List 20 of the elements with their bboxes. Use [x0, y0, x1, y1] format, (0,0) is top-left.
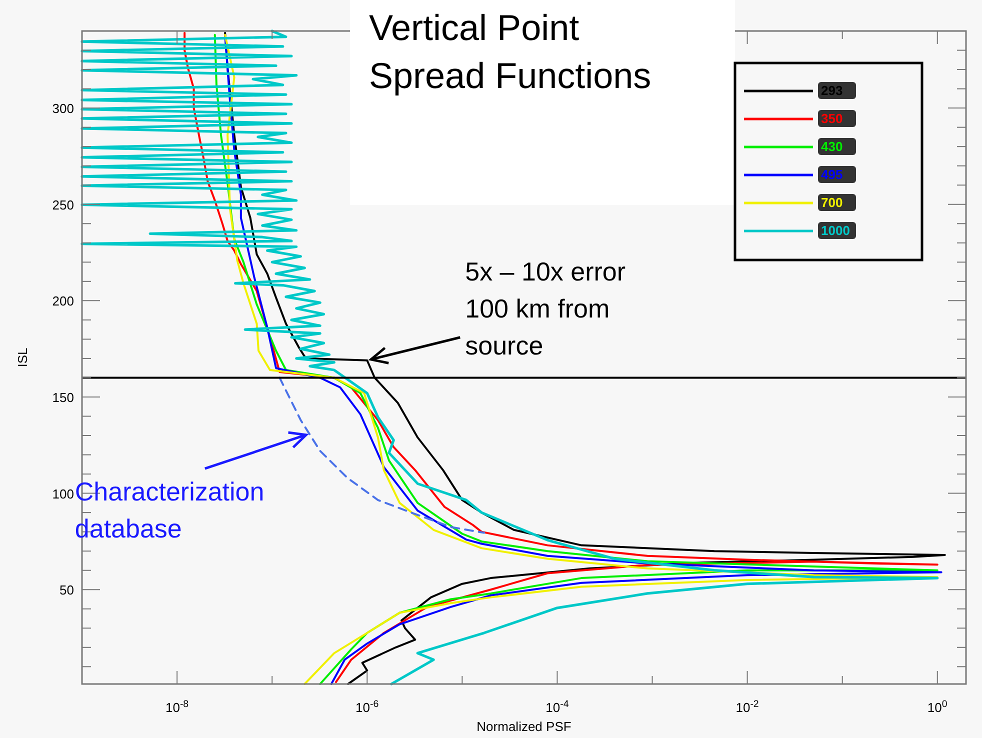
y-tick-label: 300 — [52, 101, 74, 116]
text: 430 — [821, 139, 843, 154]
text: 700 — [821, 195, 843, 210]
text: 1000 — [821, 223, 850, 238]
x-tick-label: 10$^{-4}$ — [546, 698, 570, 715]
y-tick-label: 50 — [60, 582, 74, 598]
y-tick-label: 150 — [52, 390, 74, 405]
annotation: 5x – 10x error 100 km from source — [465, 256, 626, 360]
chart-title: Vertical Point Spread Functions — [369, 7, 652, 96]
y-tick-label: 200 — [52, 294, 74, 309]
x-axis-title: Normalized PSF — [476, 719, 572, 734]
y-tick-label: 250 — [52, 197, 74, 212]
x-tick-label: 10$^{-6}$ — [356, 698, 379, 715]
text: 495 — [821, 167, 843, 182]
x-tick-label: 10$^{0}$ — [927, 698, 948, 715]
x-tick-label: 10$^{-2}$ — [736, 698, 759, 715]
y-tick-label: 100 — [52, 486, 74, 502]
y-axis-title: ISL — [15, 348, 30, 368]
x-tick-label: 10$^{-8}$ — [165, 698, 189, 715]
text: 350 — [821, 111, 843, 126]
